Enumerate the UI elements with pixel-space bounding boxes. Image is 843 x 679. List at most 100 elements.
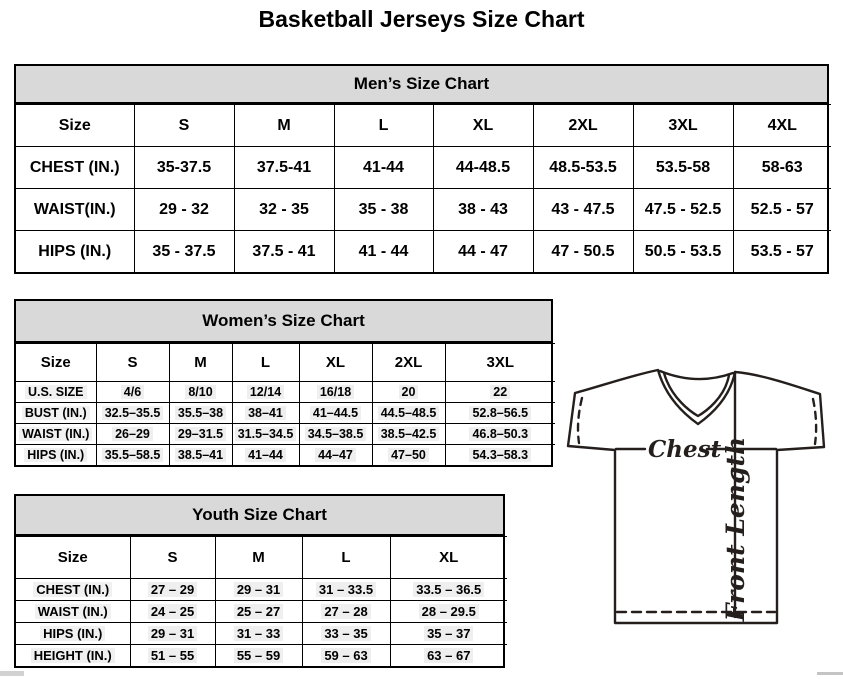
collar-back-line [658, 369, 735, 381]
value-cell: 25 – 27 [214, 600, 303, 623]
column-header: S [129, 536, 216, 579]
table-row: HEIGHT (IN.) 51 – 55 55 – 59 59 – 63 63 – 67 [16, 644, 507, 666]
column-header: XL [389, 536, 507, 579]
value-cell: 53.5-58 [632, 146, 734, 189]
value-cell: 16/18 [298, 381, 373, 403]
value-cell: 52.8–56.5 [444, 402, 555, 424]
value-cell: 22 [444, 381, 555, 403]
left-cuff-dashed-line [576, 396, 584, 445]
value-cell: 31 – 33 [214, 622, 303, 645]
table-row: CHEST (IN.) 27 – 29 29 – 31 31 – 33.5 33.5 –… [16, 578, 507, 601]
header-row: Size S M L XL [16, 536, 507, 579]
value-cell: 35-37.5 [133, 146, 235, 189]
page-title: Basketball Jerseys Size Chart [258, 6, 585, 32]
value-cell: 32.5–35.5 [95, 402, 170, 424]
row-label-cell: BUST (IN.) [16, 402, 97, 424]
value-cell: 47.5 - 52.5 [632, 188, 734, 231]
row-label-cell: HEIGHT (IN.) [16, 644, 131, 666]
column-header: 2XL [371, 343, 446, 382]
table-row: HIPS (IN.) 35.5–58.5 38.5–41 41–44 44–47 47–5… [16, 444, 555, 465]
row-label-cell: WAIST(IN.) [16, 188, 135, 231]
value-cell: 20 [371, 381, 446, 403]
column-header: S [95, 343, 170, 382]
column-header: M [214, 536, 303, 579]
value-cell: 35 - 38 [333, 188, 434, 231]
value-cell: 28 – 29.5 [389, 600, 507, 623]
value-cell: 29 – 31 [214, 578, 303, 601]
column-header: 3XL [444, 343, 555, 382]
value-cell: 24 – 25 [129, 600, 216, 623]
value-cell: 8/10 [168, 381, 233, 403]
table-row: HIPS (IN.) 35 - 37.5 37.5 - 41 41 - 44 44 - … [16, 230, 831, 272]
value-cell: 4/6 [95, 381, 170, 403]
horizontal-scrollbar-fragment-right[interactable] [817, 672, 843, 675]
value-cell: 37.5-41 [233, 146, 335, 189]
row-label-cell: CHEST (IN.) [16, 578, 131, 601]
column-header: XL [432, 104, 534, 147]
table-row: WAIST (IN.) 24 – 25 25 – 27 27 – 28 28 – 29.… [16, 600, 507, 623]
value-cell: 51 – 55 [129, 644, 216, 666]
value-cell: 35 - 37.5 [133, 230, 235, 272]
youth-grid: Size S M L XL CHEST (IN.) 27 – 29 29 – 31 31 – 3… [16, 536, 507, 666]
womens-size-table: Women’s Size Chart Size S M L XL 2XL 3XL U.S. S… [14, 299, 555, 467]
column-header: M [168, 343, 233, 382]
value-cell: 44-48.5 [432, 146, 534, 189]
column-header: L [231, 343, 300, 382]
value-cell: 41–44.5 [298, 402, 373, 424]
value-cell: 55 – 59 [214, 644, 303, 666]
value-cell: 53.5 - 57 [732, 230, 831, 272]
value-cell: 47–50 [371, 444, 446, 465]
collar-band-line [662, 371, 731, 418]
value-cell: 38.5–42.5 [371, 423, 446, 445]
header-row: Size S M L XL 2XL 3XL 4XL [16, 104, 831, 147]
table-row: U.S. SIZE 4/6 8/10 12/14 16/18 20 22 [16, 381, 555, 403]
column-header: M [233, 104, 335, 147]
jersey-outline [566, 368, 826, 625]
column-header: S [133, 104, 235, 147]
column-header: Size [16, 343, 97, 382]
column-header: 2XL [532, 104, 634, 147]
value-cell: 58-63 [732, 146, 831, 189]
value-cell: 41-44 [333, 146, 434, 189]
row-label-cell: CHEST (IN.) [16, 146, 135, 189]
value-cell: 48.5-53.5 [532, 146, 634, 189]
value-cell: 32 - 35 [233, 188, 335, 231]
value-cell: 43 - 47.5 [532, 188, 634, 231]
mens-size-table: Men’s Size Chart Size S M L XL 2XL 3XL 4XL CHEST… [14, 64, 831, 274]
value-cell: 38.5–41 [168, 444, 233, 465]
value-cell: 12/14 [231, 381, 300, 403]
womens-grid: Size S M L XL 2XL 3XL U.S. SIZE 4/6 8/10 12/14 16/1… [16, 343, 555, 465]
column-header: Size [16, 536, 131, 579]
column-header: 3XL [632, 104, 734, 147]
value-cell: 54.3–58.3 [444, 444, 555, 465]
row-label-cell: HIPS (IN.) [16, 230, 135, 272]
horizontal-scrollbar-fragment-left[interactable] [0, 671, 24, 676]
row-label-cell: WAIST (IN.) [16, 600, 131, 623]
value-cell: 63 – 67 [389, 644, 507, 666]
value-cell: 41 - 44 [333, 230, 434, 272]
value-cell: 47 - 50.5 [532, 230, 634, 272]
table-row: HIPS (IN.) 29 – 31 31 – 33 33 – 35 35 – 37 [16, 622, 507, 645]
jersey-diagram-svg: Chest Front Length [566, 368, 826, 625]
value-cell: 59 – 63 [301, 644, 391, 666]
value-cell: 33 – 35 [301, 622, 391, 645]
value-cell: 44–47 [298, 444, 373, 465]
value-cell: 27 – 28 [301, 600, 391, 623]
value-cell: 26–29 [95, 423, 170, 445]
table-row: BUST (IN.) 32.5–35.5 35.5–38 38–41 41–44.5 44… [16, 402, 555, 424]
womens-table-title: Women’s Size Chart [16, 301, 551, 343]
value-cell: 52.5 - 57 [732, 188, 831, 231]
youth-size-table: Youth Size Chart Size S M L XL CHEST (IN.) 27 … [14, 494, 507, 668]
value-cell: 38–41 [231, 402, 300, 424]
front-length-label: Front Length [721, 437, 750, 622]
value-cell: 44 - 47 [432, 230, 534, 272]
value-cell: 44.5–48.5 [371, 402, 446, 424]
youth-table-title: Youth Size Chart [16, 496, 503, 536]
chest-label: Chest [648, 436, 722, 463]
value-cell: 29 - 32 [133, 188, 235, 231]
value-cell: 31 – 33.5 [301, 578, 391, 601]
value-cell: 35 – 37 [389, 622, 507, 645]
value-cell: 35.5–38 [168, 402, 233, 424]
header-row: Size S M L XL 2XL 3XL [16, 343, 555, 382]
